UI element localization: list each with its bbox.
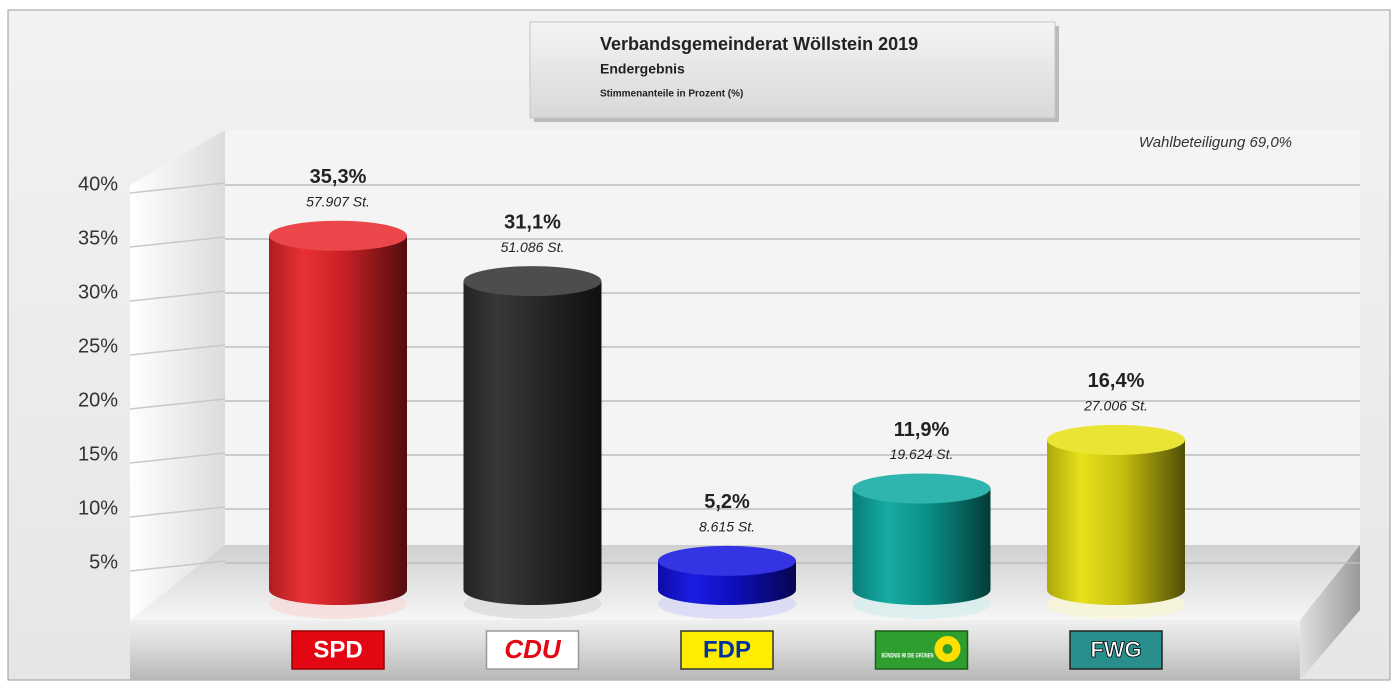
value-label: 16,4% (1088, 370, 1145, 392)
vote-label: 8.615 St. (699, 519, 755, 535)
y-tick-label: 35% (78, 227, 118, 249)
annotation: Wahlbeteiligung 69,0% (1139, 134, 1292, 151)
grid-line-side (129, 182, 226, 194)
y-tick-label: 25% (78, 335, 118, 357)
vote-label: 57.907 St. (306, 193, 370, 209)
axis-label: Stimmenanteile in Prozent (%) (600, 89, 743, 100)
bar-top (269, 220, 407, 251)
grid-line-side (129, 290, 226, 302)
base-side (1300, 545, 1360, 680)
x-tick-label: SPD (313, 636, 362, 663)
vote-label: 19.624 St. (890, 446, 954, 462)
chart-title: Verbandsgemeinderat Wöllstein 2019 (600, 34, 918, 54)
y-tick-label: 15% (78, 443, 118, 465)
title-box (529, 21, 1056, 119)
bar (463, 281, 602, 605)
vote-label: 51.086 St. (501, 239, 565, 255)
x-tick-label: FWG (1090, 637, 1141, 662)
bar (1047, 439, 1185, 605)
left-wall (130, 130, 225, 620)
grid-line-side (129, 560, 226, 572)
y-tick-label: 20% (78, 389, 118, 411)
chart-subtitle: Endergebnis (600, 61, 685, 77)
bar (269, 235, 407, 605)
y-tick-label: 30% (78, 281, 118, 303)
logo-sunflower-core (942, 644, 953, 654)
y-tick-label: 40% (78, 173, 118, 195)
grid-line-side (129, 506, 226, 518)
grid-line-side (129, 398, 226, 410)
value-label: 35,3% (310, 166, 367, 188)
x-tick-label: FDP (703, 636, 751, 663)
vote-label: 27.006 St. (1083, 398, 1148, 414)
grid-line-side (129, 236, 226, 248)
party-logo (1069, 630, 1163, 670)
value-label: 31,1% (504, 211, 561, 233)
bar-top (852, 473, 991, 504)
grid-line-side (129, 452, 226, 464)
bar-top (1047, 424, 1185, 455)
party-logo (680, 630, 774, 670)
bar-top (463, 266, 602, 297)
party-logo (291, 630, 385, 670)
value-label: 11,9% (894, 419, 950, 441)
y-tick-label: 5% (89, 551, 118, 573)
bar (852, 488, 991, 606)
x-tick-label: BÜNDNIS 90 DIE GRÜNEN (882, 653, 934, 660)
grid-line-side (129, 344, 226, 356)
bars: 35,3% 57.907 St. SPD 31,1% 51.086 St. CDU 5,2%… (269, 166, 1185, 670)
party-logo (485, 630, 580, 670)
bar-top (658, 545, 796, 576)
x-tick-label: CDU (504, 634, 562, 664)
value-label: 5,2% (704, 491, 750, 513)
y-tick-label: 10% (78, 497, 118, 519)
